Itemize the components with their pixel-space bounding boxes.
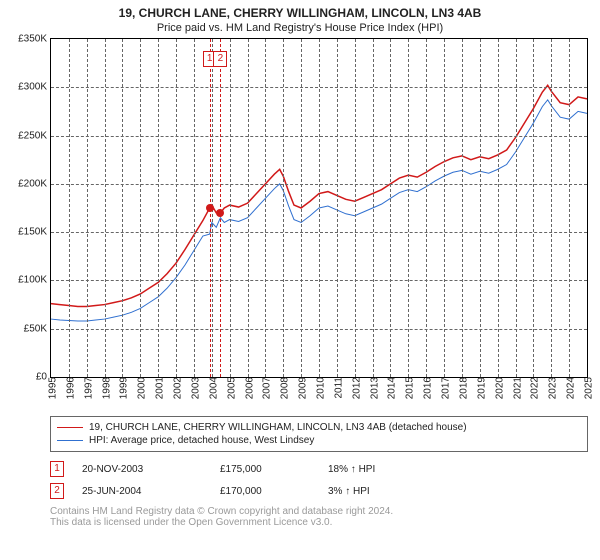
grid-line-v — [301, 39, 302, 377]
x-axis-tick-label: 2024 — [562, 377, 577, 399]
datapoint-pct-diff: 3% ↑ HPI — [328, 486, 448, 497]
grid-line-v — [140, 39, 141, 377]
datapoint-marker — [206, 204, 214, 212]
x-axis-tick-label: 2023 — [544, 377, 559, 399]
x-axis-tick-label: 2019 — [472, 377, 487, 399]
x-axis-tick-label: 2018 — [454, 377, 469, 399]
grid-line-v — [569, 39, 570, 377]
datapoint-row-badge: 1 — [50, 461, 64, 477]
x-axis-tick-label: 2002 — [169, 377, 184, 399]
x-axis-tick-label: 2008 — [276, 377, 291, 399]
x-axis-tick-label: 2013 — [365, 377, 380, 399]
x-axis-tick-label: 2007 — [258, 377, 273, 399]
grid-line-v — [122, 39, 123, 377]
chart-title: 19, CHURCH LANE, CHERRY WILLINGHAM, LINC… — [0, 0, 600, 20]
footnote-line1: Contains HM Land Registry data © Crown c… — [50, 506, 588, 517]
y-axis-tick-label: £50K — [24, 323, 47, 334]
grid-line-v — [355, 39, 356, 377]
x-axis-tick-label: 2010 — [312, 377, 327, 399]
grid-line-v — [462, 39, 463, 377]
x-axis-tick-label: 2022 — [526, 377, 541, 399]
y-axis-tick-label: £100K — [18, 275, 47, 286]
datapoint-marker — [216, 209, 224, 217]
grid-line-v — [516, 39, 517, 377]
legend-item: HPI: Average price, detached house, West… — [57, 434, 581, 447]
x-axis-tick-label: 2005 — [222, 377, 237, 399]
page-root: 19, CHURCH LANE, CHERRY WILLINGHAM, LINC… — [0, 0, 600, 560]
legend-label: HPI: Average price, detached house, West… — [89, 435, 314, 446]
grid-line-v — [480, 39, 481, 377]
chart-subtitle: Price paid vs. HM Land Registry's House … — [0, 20, 600, 38]
grid-line-v — [408, 39, 409, 377]
datapoint-badge: 2 — [213, 51, 227, 67]
grid-line-v — [551, 39, 552, 377]
legend-label: 19, CHURCH LANE, CHERRY WILLINGHAM, LINC… — [89, 422, 467, 433]
grid-line-v — [87, 39, 88, 377]
datapoint-price: £170,000 — [220, 486, 310, 497]
legend-swatch — [57, 427, 83, 428]
x-axis-tick-label: 2001 — [151, 377, 166, 399]
datapoint-row: 1 20-NOV-2003 £175,000 18% ↑ HPI — [50, 458, 588, 480]
x-axis-tick-label: 2021 — [508, 377, 523, 399]
y-axis-tick-label: £150K — [18, 227, 47, 238]
x-axis-tick-label: 1999 — [115, 377, 130, 399]
legend: 19, CHURCH LANE, CHERRY WILLINGHAM, LINC… — [50, 416, 588, 452]
grid-line-v — [105, 39, 106, 377]
legend-swatch — [57, 440, 83, 441]
footnote: Contains HM Land Registry data © Crown c… — [50, 506, 588, 528]
x-axis-tick-label: 2004 — [204, 377, 219, 399]
x-axis-tick-label: 1997 — [79, 377, 94, 399]
x-axis-tick-label: 1998 — [97, 377, 112, 399]
grid-line-v — [373, 39, 374, 377]
x-axis-tick-label: 2000 — [133, 377, 148, 399]
grid-line-v — [230, 39, 231, 377]
x-axis-tick-label: 1995 — [44, 377, 59, 399]
grid-line-v — [176, 39, 177, 377]
grid-line-v — [265, 39, 266, 377]
x-axis-tick-label: 2006 — [240, 377, 255, 399]
x-axis-tick-label: 2014 — [383, 377, 398, 399]
datapoint-price: £175,000 — [220, 464, 310, 475]
x-axis-tick-label: 2017 — [437, 377, 452, 399]
datapoint-pct-diff: 18% ↑ HPI — [328, 464, 448, 475]
x-axis-tick-label: 2016 — [419, 377, 434, 399]
grid-line-v — [194, 39, 195, 377]
x-axis-tick-label: 2025 — [580, 377, 595, 399]
legend-item: 19, CHURCH LANE, CHERRY WILLINGHAM, LINC… — [57, 421, 581, 434]
y-axis-tick-label: £250K — [18, 130, 47, 141]
x-axis-tick-label: 2009 — [294, 377, 309, 399]
x-axis-tick-label: 2015 — [401, 377, 416, 399]
grid-line-v — [319, 39, 320, 377]
x-axis-tick-label: 2012 — [347, 377, 362, 399]
datapoint-date: 20-NOV-2003 — [82, 464, 202, 475]
datapoint-row: 2 25-JUN-2004 £170,000 3% ↑ HPI — [50, 480, 588, 502]
y-axis-tick-label: £350K — [18, 34, 47, 45]
datapoints-table: 1 20-NOV-2003 £175,000 18% ↑ HPI 2 25-JUN-200… — [50, 458, 588, 502]
grid-line-v — [533, 39, 534, 377]
grid-line-v — [426, 39, 427, 377]
x-axis-tick-label: 2011 — [329, 377, 344, 399]
grid-line-v — [498, 39, 499, 377]
footnote-line2: This data is licensed under the Open Gov… — [50, 517, 588, 528]
datapoint-row-badge: 2 — [50, 483, 64, 499]
grid-line-v — [390, 39, 391, 377]
grid-line-v — [283, 39, 284, 377]
grid-line-v — [248, 39, 249, 377]
x-axis-tick-label: 2020 — [490, 377, 505, 399]
y-axis-tick-label: £300K — [18, 82, 47, 93]
y-axis-tick-label: £200K — [18, 178, 47, 189]
grid-line-v — [69, 39, 70, 377]
x-axis-tick-label: 1996 — [61, 377, 76, 399]
grid-line-v — [337, 39, 338, 377]
chart-plot-area: £0£50K£100K£150K£200K£250K£300K£350K1995… — [50, 38, 588, 378]
datapoint-date: 25-JUN-2004 — [82, 486, 202, 497]
x-axis-tick-label: 2003 — [186, 377, 201, 399]
grid-line-v — [444, 39, 445, 377]
grid-line-v — [158, 39, 159, 377]
